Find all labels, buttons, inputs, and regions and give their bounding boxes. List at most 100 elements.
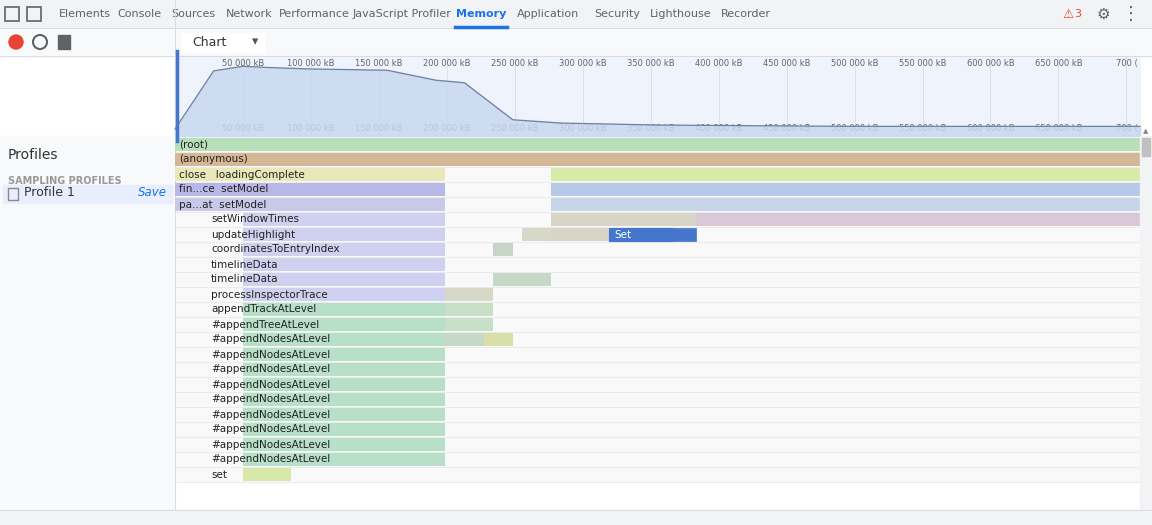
Text: appendTrackAtLevel: appendTrackAtLevel: [211, 304, 317, 314]
Text: 100 000 kB: 100 000 kB: [287, 124, 335, 133]
Text: updateHighlight: updateHighlight: [211, 229, 295, 239]
Text: fin...ce  setModel: fin...ce setModel: [179, 184, 268, 194]
Text: ▲: ▲: [1143, 128, 1149, 134]
Text: close   loadingComplete: close loadingComplete: [179, 170, 305, 180]
Text: Elements: Elements: [59, 9, 111, 19]
Text: SAMPLING PROFILES: SAMPLING PROFILES: [8, 176, 122, 186]
Text: 350 000 kB: 350 000 kB: [627, 59, 675, 68]
Text: Performance: Performance: [279, 9, 349, 19]
Bar: [243, 258, 445, 271]
Bar: [0, 28, 1152, 56]
Bar: [552, 183, 1140, 196]
Bar: [493, 273, 552, 286]
Text: Set: Set: [614, 229, 631, 239]
Text: 200 000 kB: 200 000 kB: [423, 124, 470, 133]
Bar: [175, 56, 1140, 136]
Text: #appendNodesAtLevel: #appendNodesAtLevel: [211, 439, 331, 449]
Bar: [8, 188, 18, 200]
Bar: [175, 243, 1140, 257]
Text: 500 000 kB: 500 000 kB: [831, 124, 878, 133]
Circle shape: [9, 35, 23, 49]
Text: 650 000 kB: 650 000 kB: [1034, 124, 1082, 133]
Bar: [445, 288, 493, 301]
Bar: [175, 378, 1140, 392]
Bar: [26, 7, 41, 21]
Bar: [243, 348, 445, 361]
Text: ⚠: ⚠: [1062, 7, 1074, 20]
Bar: [175, 273, 1140, 287]
Text: 300 000 kB: 300 000 kB: [559, 59, 607, 68]
Text: #appendNodesAtLevel: #appendNodesAtLevel: [211, 410, 331, 419]
Text: ▾: ▾: [252, 36, 258, 48]
Text: #appendNodesAtLevel: #appendNodesAtLevel: [211, 425, 331, 435]
Bar: [243, 378, 445, 391]
Text: 400 000 kB: 400 000 kB: [695, 124, 742, 133]
Bar: [243, 288, 445, 301]
Bar: [243, 393, 445, 406]
Text: Save: Save: [138, 185, 167, 198]
Text: Lighthouse: Lighthouse: [650, 9, 712, 19]
Text: #appendNodesAtLevel: #appendNodesAtLevel: [211, 334, 331, 344]
Bar: [175, 258, 1140, 272]
Bar: [493, 243, 513, 256]
Bar: [175, 213, 1140, 227]
Text: Security: Security: [594, 9, 641, 19]
Text: Sources: Sources: [170, 9, 215, 19]
Text: Recorder: Recorder: [721, 9, 771, 19]
Bar: [484, 333, 513, 346]
Text: 3: 3: [1074, 9, 1081, 19]
Bar: [175, 348, 1140, 362]
Bar: [3, 185, 172, 203]
Bar: [175, 138, 1140, 151]
Bar: [243, 318, 445, 331]
Text: (anonymous): (anonymous): [179, 154, 248, 164]
Bar: [175, 453, 1140, 467]
Bar: [175, 468, 1140, 482]
Text: processInspectorTrace: processInspectorTrace: [211, 289, 327, 299]
Bar: [1142, 138, 1150, 156]
Bar: [175, 198, 1140, 212]
Bar: [552, 168, 1140, 181]
Text: #appendNodesAtLevel: #appendNodesAtLevel: [211, 364, 331, 374]
Bar: [175, 168, 445, 181]
Bar: [552, 198, 1140, 211]
Text: 600 000 kB: 600 000 kB: [967, 124, 1014, 133]
Text: 650 000 kB: 650 000 kB: [1034, 59, 1082, 68]
Bar: [175, 198, 445, 211]
Text: 350 000 kB: 350 000 kB: [627, 124, 675, 133]
Text: 50 000 kB: 50 000 kB: [222, 59, 264, 68]
Text: #appendTreeAtLevel: #appendTreeAtLevel: [211, 320, 319, 330]
Bar: [175, 228, 1140, 242]
Bar: [243, 423, 445, 436]
Text: 450 000 kB: 450 000 kB: [763, 124, 810, 133]
Text: 250 000 kB: 250 000 kB: [491, 59, 538, 68]
Text: Application: Application: [517, 9, 579, 19]
Text: set: set: [211, 469, 227, 479]
Text: 600 000 kB: 600 000 kB: [967, 59, 1014, 68]
Bar: [182, 33, 264, 51]
Bar: [609, 228, 696, 241]
Text: JavaScript Profiler: JavaScript Profiler: [353, 9, 452, 19]
Bar: [445, 303, 493, 316]
Bar: [175, 423, 1140, 437]
Text: #appendNodesAtLevel: #appendNodesAtLevel: [211, 380, 331, 390]
Bar: [243, 303, 445, 316]
Bar: [175, 393, 1140, 407]
Bar: [175, 408, 1140, 422]
Text: 400 000 kB: 400 000 kB: [695, 59, 742, 68]
Text: #appendNodesAtLevel: #appendNodesAtLevel: [211, 455, 331, 465]
Text: 50 000 kB: 50 000 kB: [222, 124, 264, 133]
Bar: [522, 228, 552, 241]
Text: coordinatesToEntryIndex: coordinatesToEntryIndex: [211, 245, 340, 255]
Bar: [175, 138, 1140, 152]
Text: 450 000 kB: 450 000 kB: [763, 59, 810, 68]
Bar: [175, 303, 1140, 317]
Bar: [243, 468, 290, 481]
Bar: [243, 213, 445, 226]
Text: 700 (: 700 (: [1115, 124, 1137, 133]
Bar: [175, 333, 1140, 347]
Bar: [0, 0, 1152, 28]
Bar: [243, 453, 445, 466]
Bar: [243, 363, 445, 376]
Bar: [175, 153, 1140, 167]
